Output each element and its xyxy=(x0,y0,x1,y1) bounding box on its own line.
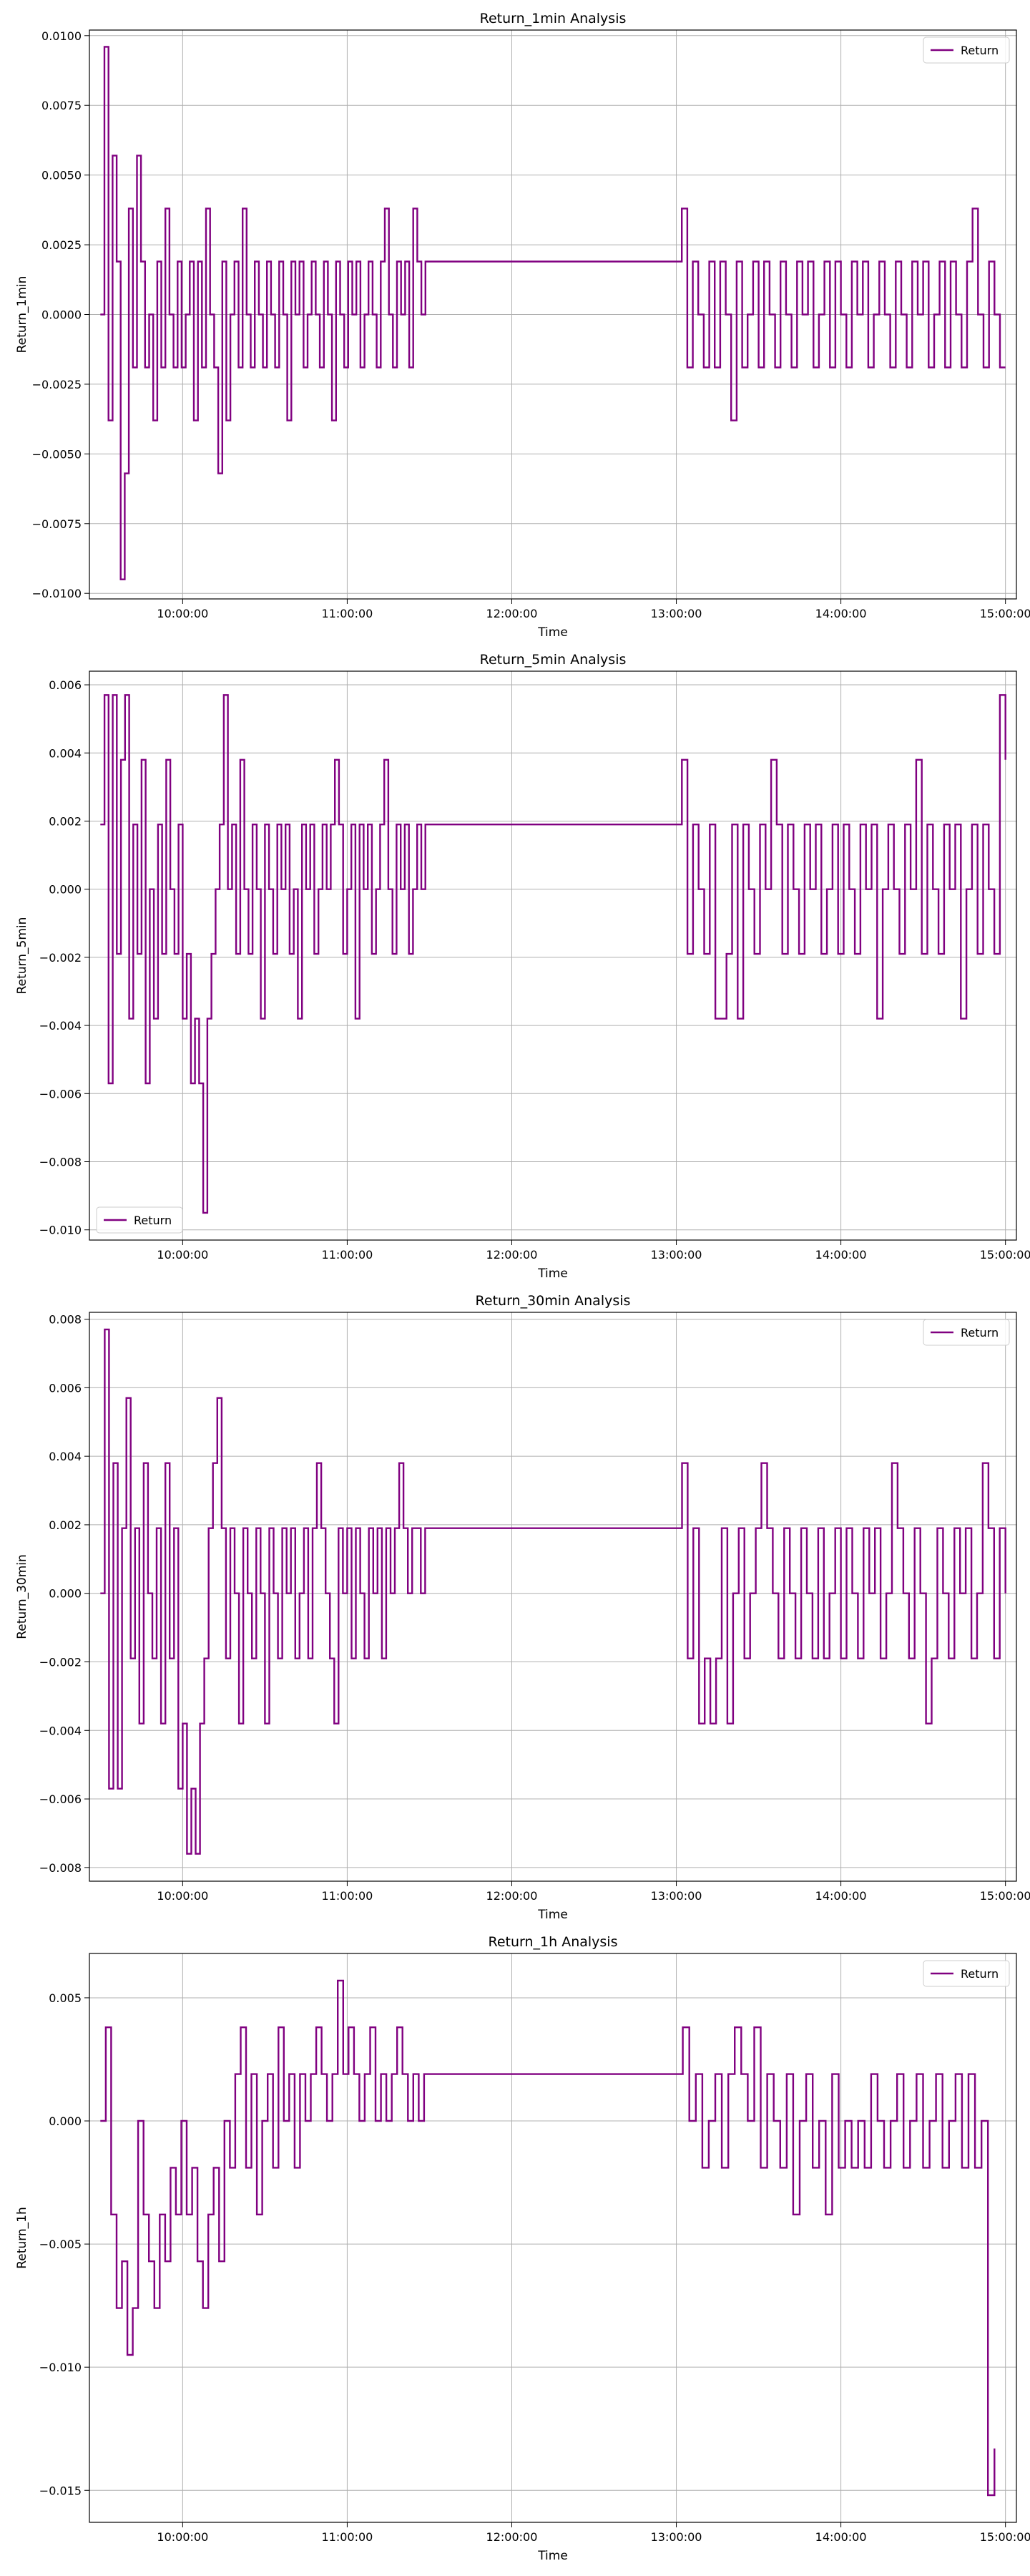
y-tick-label: 0.006 xyxy=(49,1381,82,1395)
legend-box xyxy=(923,1319,1010,1346)
x-tick-label: 12:00:00 xyxy=(486,1889,538,1903)
legend-box xyxy=(923,1960,1010,1987)
y-tick-label: 0.004 xyxy=(49,1450,82,1463)
y-tick-label: 0.000 xyxy=(49,883,82,897)
y-tick-label: 0.002 xyxy=(49,1518,82,1532)
axes-frame xyxy=(89,670,1017,1241)
y-tick-label: 0.000 xyxy=(49,2114,82,2128)
legend-box xyxy=(923,36,1010,64)
x-tick-label: 14:00:00 xyxy=(815,2530,867,2544)
y-tick-label: 0.0000 xyxy=(41,308,82,322)
y-tick-label: 0.006 xyxy=(49,678,82,692)
x-tick-label: 10:00:00 xyxy=(157,607,208,620)
x-tick-label: 10:00:00 xyxy=(157,1889,208,1903)
y-tick-label: −0.008 xyxy=(39,1156,82,1169)
legend: Return xyxy=(923,1319,1010,1346)
x-tick-label: 14:00:00 xyxy=(815,1889,867,1903)
y-tick-label: −0.008 xyxy=(39,1861,82,1875)
y-axis-label: Return_5min xyxy=(15,917,29,995)
chart-panel: 10:00:00 11:00:00 12:00:00 13:00:00 14:00:00… xyxy=(15,1293,1030,1922)
y-tick-label: 0.0025 xyxy=(41,238,82,252)
x-axis-label: Time xyxy=(537,1908,568,1922)
legend: Return xyxy=(923,36,1010,64)
x-tick-label: 13:00:00 xyxy=(651,607,702,620)
y-tick-label: −0.004 xyxy=(39,1019,82,1033)
y-tick-label: −0.0025 xyxy=(32,378,82,391)
x-axis-label: Time xyxy=(537,625,568,640)
chart-title: Return_5min Analysis xyxy=(480,652,627,668)
y-tick-label: −0.004 xyxy=(39,1724,82,1737)
chart-title: Return_1h Analysis xyxy=(488,1934,617,1950)
y-tick-label: −0.0050 xyxy=(32,447,82,461)
y-tick-label: −0.0075 xyxy=(32,517,82,531)
chart-panel: 10:00:00 11:00:00 12:00:00 13:00:00 14:00:00… xyxy=(15,11,1030,640)
legend-box xyxy=(96,1206,183,1234)
x-tick-label: 14:00:00 xyxy=(815,607,867,620)
y-tick-label: 0.005 xyxy=(49,1991,82,2005)
x-tick-label: 15:00:00 xyxy=(980,1248,1030,1262)
y-tick-label: −0.010 xyxy=(39,1224,82,1237)
y-axis-label: Return_1min xyxy=(15,276,29,353)
axes-frame xyxy=(89,29,1017,600)
legend-label: Return xyxy=(961,44,999,57)
y-axis-label: Return_1h xyxy=(15,2207,29,2269)
x-tick-label: 15:00:00 xyxy=(980,1889,1030,1903)
x-tick-label: 13:00:00 xyxy=(651,1889,702,1903)
axes-frame xyxy=(89,1312,1017,1882)
series-line-return xyxy=(100,1979,996,2497)
y-tick-label: −0.0100 xyxy=(32,587,82,600)
x-tick-label: 10:00:00 xyxy=(157,1248,208,1262)
y-tick-label: 0.004 xyxy=(49,746,82,760)
y-tick-label: −0.002 xyxy=(39,1655,82,1669)
x-tick-label: 10:00:00 xyxy=(157,2530,208,2544)
chart-title: Return_1min Analysis xyxy=(480,11,627,26)
x-tick-label: 12:00:00 xyxy=(486,1248,538,1262)
legend: Return xyxy=(96,1206,183,1234)
chart-panel: 10:00:00 11:00:00 12:00:00 13:00:00 14:00:00… xyxy=(15,1934,1030,2563)
series-line-return xyxy=(100,694,1006,1214)
y-tick-label: −0.005 xyxy=(39,2238,82,2251)
y-tick-label: 0.0050 xyxy=(41,169,82,182)
x-axis-label: Time xyxy=(537,2549,568,2563)
y-tick-label: −0.010 xyxy=(39,2361,82,2374)
series-line-return xyxy=(100,46,1006,580)
legend-label: Return xyxy=(134,1214,172,1227)
x-tick-label: 11:00:00 xyxy=(321,607,373,620)
chart-panel: 10:00:00 11:00:00 12:00:00 13:00:00 14:00:00… xyxy=(15,652,1030,1281)
x-tick-label: 12:00:00 xyxy=(486,2530,538,2544)
x-tick-label: 11:00:00 xyxy=(321,2530,373,2544)
y-tick-label: 0.008 xyxy=(49,1313,82,1327)
y-tick-label: −0.006 xyxy=(39,1792,82,1806)
x-tick-label: 15:00:00 xyxy=(980,607,1030,620)
x-tick-label: 13:00:00 xyxy=(651,1248,702,1262)
y-tick-label: −0.015 xyxy=(39,2484,82,2497)
axes-frame xyxy=(89,1953,1017,2523)
series-line-return xyxy=(100,1328,1006,1855)
legend: Return xyxy=(923,1960,1010,1987)
chart-title: Return_30min Analysis xyxy=(476,1293,631,1309)
x-tick-label: 14:00:00 xyxy=(815,1248,867,1262)
y-tick-label: 0.0100 xyxy=(41,29,82,43)
legend-label: Return xyxy=(961,1967,999,1981)
y-tick-label: 0.000 xyxy=(49,1587,82,1601)
legend-label: Return xyxy=(961,1326,999,1340)
x-tick-label: 13:00:00 xyxy=(651,2530,702,2544)
x-tick-label: 11:00:00 xyxy=(321,1889,373,1903)
x-tick-label: 11:00:00 xyxy=(321,1248,373,1262)
y-tick-label: 0.002 xyxy=(49,814,82,828)
x-tick-label: 12:00:00 xyxy=(486,607,538,620)
x-tick-label: 15:00:00 xyxy=(980,2530,1030,2544)
y-tick-label: −0.006 xyxy=(39,1087,82,1101)
x-axis-label: Time xyxy=(537,1267,568,1281)
y-axis-label: Return_30min xyxy=(15,1554,29,1639)
y-tick-label: 0.0075 xyxy=(41,99,82,112)
y-tick-label: −0.002 xyxy=(39,951,82,965)
